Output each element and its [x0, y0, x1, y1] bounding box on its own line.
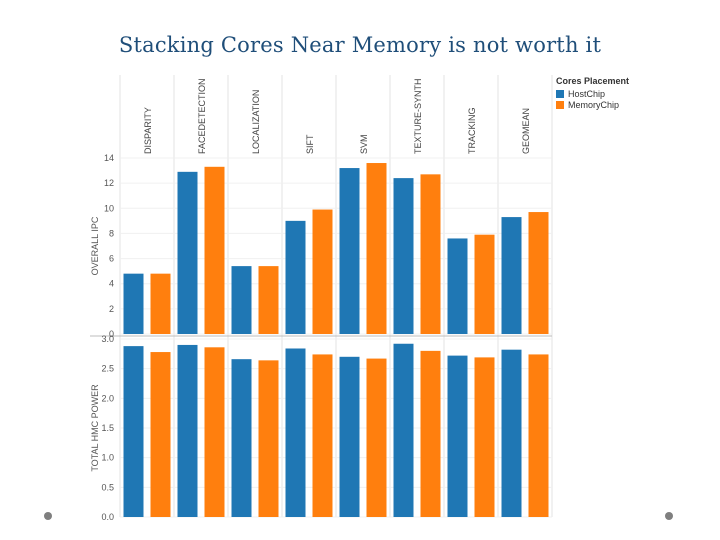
bar-memorychip — [474, 234, 495, 334]
y-tick-label: 2.0 — [101, 393, 114, 403]
slide-bullet-right — [665, 512, 673, 520]
bar-hostchip — [123, 346, 144, 517]
y-tick-label: 6 — [109, 254, 114, 264]
bar-hostchip — [123, 273, 144, 334]
y-tick-label: 1.5 — [101, 423, 114, 433]
bar-hostchip — [501, 349, 522, 517]
slide-bullet-left — [44, 512, 52, 520]
bar-hostchip — [177, 344, 198, 517]
category-label: TRACKING — [467, 107, 477, 154]
bar-memorychip — [312, 354, 333, 517]
bar-hostchip — [501, 217, 522, 334]
bar-hostchip — [231, 266, 252, 334]
legend-item-hostchip: HostChip — [556, 88, 629, 99]
bar-memorychip — [366, 358, 387, 517]
category-label: GEOMEAN — [521, 108, 531, 154]
bar-memorychip — [528, 354, 549, 517]
bar-hostchip — [285, 348, 306, 517]
y-tick-label: 1.0 — [101, 453, 114, 463]
bar-memorychip — [150, 273, 171, 334]
bar-memorychip — [312, 209, 333, 334]
y-tick-label: 2 — [109, 304, 114, 314]
bar-hostchip — [339, 356, 360, 517]
bar-hostchip — [339, 168, 360, 334]
bar-memorychip — [258, 266, 279, 334]
bar-hostchip — [231, 359, 252, 517]
y-tick-label: 10 — [104, 203, 114, 213]
category-label: TEXTURE-SYNTH — [413, 78, 423, 154]
y-tick-label: 0.5 — [101, 482, 114, 492]
category-label: LOCALIZATION — [251, 90, 261, 154]
chart-legend: Cores Placement HostChip MemoryChip — [556, 76, 629, 110]
legend-swatch-hostchip — [556, 89, 564, 98]
y-tick-label: 8 — [109, 228, 114, 238]
y-axis-title: TOTAL HMC POWER — [90, 384, 100, 472]
bar-memorychip — [420, 350, 441, 517]
bar-hostchip — [177, 171, 198, 334]
y-axis-title: OVERALL IPC — [90, 216, 100, 275]
y-tick-label: 2.5 — [101, 364, 114, 374]
y-tick-label: 0.0 — [101, 512, 114, 522]
bar-hostchip — [285, 220, 306, 334]
bar-hostchip — [393, 343, 414, 517]
bar-memorychip — [204, 166, 225, 334]
legend-title: Cores Placement — [556, 76, 630, 86]
legend-item-memorychip: MemoryChip — [556, 99, 629, 110]
bar-memorychip — [366, 163, 387, 334]
y-tick-label: 12 — [104, 178, 114, 188]
bar-memorychip — [204, 347, 225, 517]
category-label: FACEDETECTION — [197, 78, 207, 154]
slide-title: Stacking Cores Near Memory is not worth … — [118, 33, 602, 57]
bar-memorychip — [420, 174, 441, 334]
bar-memorychip — [258, 360, 279, 517]
legend-swatch-memorychip — [556, 100, 564, 109]
legend-label-memorychip: MemoryChip — [568, 99, 620, 110]
bar-memorychip — [528, 212, 549, 334]
category-label: SIFT — [305, 134, 315, 154]
bar-memorychip — [150, 352, 171, 517]
category-label: SVM — [359, 134, 369, 154]
y-tick-label: 4 — [109, 279, 114, 289]
bar-hostchip — [393, 178, 414, 334]
legend-label-hostchip: HostChip — [568, 88, 606, 99]
bar-hostchip — [447, 238, 468, 334]
y-tick-label: 14 — [104, 153, 114, 163]
y-tick-label: 0 — [109, 329, 114, 339]
bar-memorychip — [474, 357, 495, 517]
y-tick-label: 3.0 — [101, 334, 114, 344]
category-label: DISPARITY — [143, 107, 153, 154]
bar-hostchip — [447, 355, 468, 517]
